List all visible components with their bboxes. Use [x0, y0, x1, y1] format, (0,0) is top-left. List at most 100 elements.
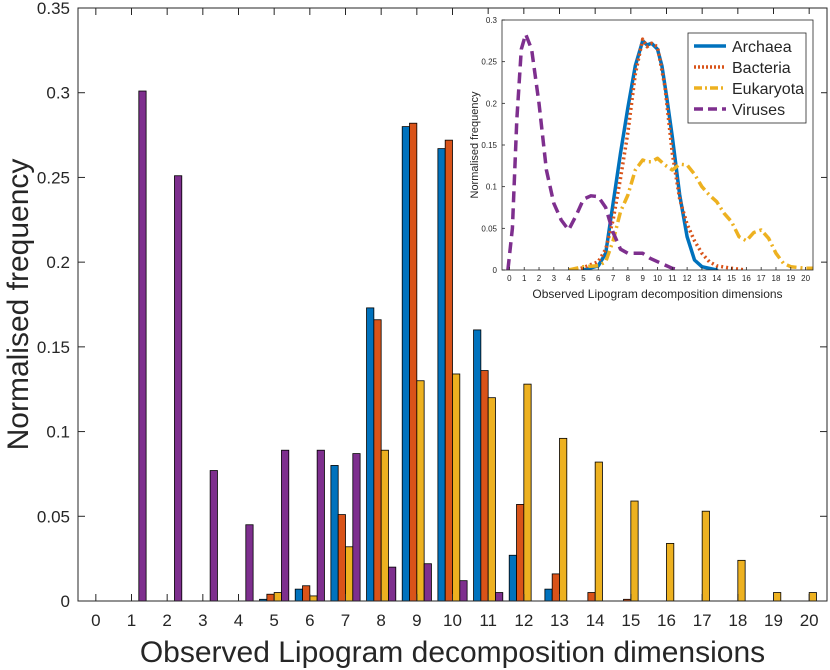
bar-series1-x10 [437, 148, 446, 602]
inset-x-tick-label: 12 [683, 274, 692, 283]
main-tick-labels: 0 1 2 3 4 5 6 7 8 9 10 11 12 13 14 15 16 17 18 19 2000.050.1… [37, 0, 819, 630]
bar-series2-x14 [587, 592, 596, 602]
bar-series2-x12 [516, 504, 525, 602]
legend-box [687, 32, 807, 124]
x-tick-label: 10 [443, 611, 462, 630]
x-tick-label: 15 [621, 611, 640, 630]
bar-series2-x5 [266, 593, 275, 602]
x-tick-label: 7 [341, 611, 350, 630]
inset-x-tick-label: 8 [626, 274, 631, 283]
bar-series3-x11 [487, 397, 496, 602]
bar-series3-x19 [773, 592, 782, 602]
y-tick-label: 0.15 [37, 338, 70, 357]
bar-series4-x11 [495, 592, 504, 602]
x-tick-label: 6 [305, 611, 314, 630]
bar-series2-x13 [551, 573, 560, 602]
x-tick-label: 8 [376, 611, 385, 630]
bar-series3-x6 [309, 595, 318, 602]
inset-x-tick-label: 0 [507, 274, 512, 283]
bar-series4-x4 [245, 524, 254, 602]
inset-series-lines [506, 32, 813, 270]
x-tick-label: 19 [764, 611, 783, 630]
bar-series3-x10 [452, 373, 461, 602]
legend: Archaea Bacteria Eukaryota Viruses [687, 32, 807, 124]
x-tick-label: 4 [234, 611, 243, 630]
inset-y-tick-label: 0.15 [481, 141, 497, 150]
x-tick-label: 5 [269, 611, 278, 630]
bar-series3-x7 [345, 546, 354, 602]
bar-series3-x20 [808, 592, 817, 602]
bar-series3-x9 [416, 380, 425, 602]
inset-x-tick-label: 2 [537, 274, 542, 283]
inset-x-tick-label: 11 [668, 274, 677, 283]
x-tick-label: 13 [550, 611, 569, 630]
inset-x-tick-label: 4 [566, 274, 571, 283]
line-viruses [506, 32, 681, 270]
x-tick-label: 12 [514, 611, 533, 630]
main-y-axis-label: Normalised frequency [2, 159, 35, 451]
inset-x-tick-label: 9 [640, 274, 645, 283]
inset-x-tick-label: 10 [653, 274, 662, 283]
bar-series2-x8 [373, 319, 382, 602]
x-tick-label: 18 [728, 611, 747, 630]
bar-series3-x18 [737, 559, 746, 602]
bar-series4-x9 [423, 563, 432, 602]
y-tick-label: 0.3 [46, 84, 70, 103]
main-x-axis-label: Observed Lipogram decomposition dimensio… [140, 636, 765, 669]
inset-y-tick-label: 0.25 [481, 58, 497, 67]
bar-series2-x6 [302, 585, 311, 602]
inset-tick-labels: 0 1 2 3 4 5 6 7 8 9 10 11 12 13 14 15 16 17 18 19 2000.050.1… [481, 16, 810, 283]
bar-series2-x7 [337, 514, 346, 602]
bar-series1-x6 [294, 588, 303, 602]
inset-x-tick-label: 6 [596, 274, 601, 283]
bar-series4-x1 [138, 90, 147, 602]
y-tick-label: 0 [61, 592, 70, 611]
bar-series1-x8 [366, 307, 375, 602]
inset-y-tick-label: 0.2 [486, 99, 498, 108]
bar-series3-x5 [273, 592, 282, 602]
line-bacteria [575, 37, 747, 270]
y-tick-label: 0.05 [37, 507, 70, 526]
x-tick-label: 11 [479, 611, 497, 630]
bar-series1-x7 [330, 465, 339, 602]
bar-series4-x6 [316, 449, 325, 602]
bar-series1-x11 [473, 329, 482, 602]
bar-series3-x14 [594, 461, 603, 602]
bar-series4-x7 [352, 453, 361, 602]
inset-x-tick-label: 1 [522, 274, 527, 283]
x-tick-label: 1 [127, 611, 136, 630]
inset-x-tick-label: 5 [581, 274, 586, 283]
x-tick-label: 20 [800, 611, 819, 630]
bar-series4-x5 [281, 449, 290, 602]
inset-x-tick-label: 16 [742, 274, 751, 283]
legend-label-eukaryota: Eukaryota [732, 81, 804, 98]
bar-series3-x15 [630, 500, 639, 602]
bar-series4-x2 [174, 175, 183, 602]
y-tick-label: 0.25 [37, 168, 70, 187]
line-eukaryota [568, 156, 813, 270]
bar-series2-x10 [444, 139, 453, 602]
bar-series3-x13 [559, 437, 568, 602]
x-tick-label: 14 [586, 611, 605, 630]
bar-series4-x8 [388, 566, 397, 602]
bar-series2-x11 [480, 370, 489, 602]
inset-x-axis-label: Observed Lipogram decomposition dimensio… [532, 287, 782, 301]
inset-y-axis-label: Normalised frequency [469, 91, 481, 198]
inset-y-tick-label: 0 [493, 266, 498, 275]
inset-x-tick-label: 14 [712, 274, 721, 283]
bar-series1-x9 [401, 126, 410, 602]
inset-line-chart: 0 1 2 3 4 5 6 7 8 9 10 11 12 13 14 15 16 17 18 19 2000.050.1… [466, 14, 821, 306]
main-axes [77, 7, 828, 602]
inset-x-tick-label: 18 [772, 274, 781, 283]
legend-label-archaea: Archaea [732, 39, 792, 56]
inset-x-tick-label: 20 [801, 274, 810, 283]
inset-y-tick-label: 0.05 [481, 224, 497, 233]
inset-x-tick-label: 3 [552, 274, 557, 283]
y-tick-label: 0.1 [46, 423, 70, 442]
bar-series3-x8 [380, 449, 389, 602]
y-tick-label: 0.35 [37, 0, 70, 18]
bar-series3-x12 [523, 383, 532, 602]
legend-label-viruses: Viruses [732, 102, 785, 119]
inset-axes [501, 19, 814, 271]
